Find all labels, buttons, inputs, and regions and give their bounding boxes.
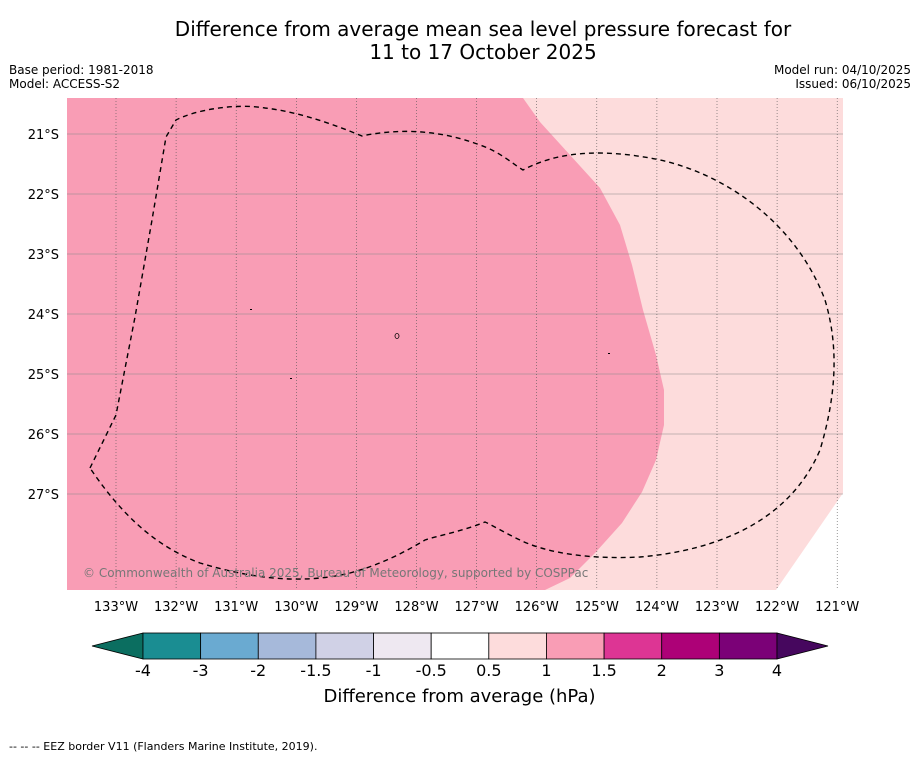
- title-line-1: Difference from average mean sea level p…: [174, 17, 792, 41]
- colorbar-segment: [661, 632, 720, 660]
- lon-label: 128°W: [394, 600, 438, 615]
- lat-label: 22°S: [28, 188, 59, 203]
- copyright-text: © Commonwealth of Australia 2025, Bureau…: [83, 566, 588, 580]
- colorbar-segment: [603, 632, 663, 660]
- colorbar-tick-label: 3: [714, 661, 724, 680]
- island: [290, 378, 292, 379]
- lon-label: 132°W: [154, 600, 198, 615]
- island: [394, 333, 400, 339]
- lat-label: 23°S: [28, 248, 59, 263]
- latitude-axis: 21°S 22°S 23°S 24°S 25°S 26°S 27°S: [28, 128, 59, 503]
- colorbar-tick-label: 4: [772, 661, 782, 680]
- colorbar-tick-label: -1.5: [300, 661, 331, 680]
- lat-label: 24°S: [28, 308, 59, 323]
- colorbar-ticks: -4 -3 -2 -1.5 -1 -0.5 0.5 1 1.5 2 3 4: [135, 661, 782, 680]
- colorbar-segment: [718, 632, 778, 660]
- colorbar-segment: [373, 632, 432, 660]
- colorbar-segment: [546, 632, 605, 660]
- colorbar-segment: [257, 632, 317, 660]
- anomaly-region-1-to-1-5: [67, 98, 664, 590]
- lon-label: 126°W: [515, 600, 559, 615]
- lon-label: 123°W: [695, 600, 739, 615]
- colorbar-tick-label: -0.5: [416, 661, 447, 680]
- lon-label: 130°W: [274, 600, 318, 615]
- lat-label: 26°S: [28, 428, 59, 443]
- colorbar-tick-label: -3: [193, 661, 209, 680]
- model-name: Model: ACCESS-S2: [9, 77, 121, 91]
- colorbar-tick-label: 1: [541, 661, 551, 680]
- colorbar-segment: [488, 632, 547, 660]
- colorbar-segment: [142, 632, 202, 660]
- gridlines: [67, 98, 843, 590]
- lon-label: 127°W: [455, 600, 499, 615]
- base-period: Base period: 1981-2018: [9, 63, 154, 77]
- colorbar-label: Difference from average (hPa): [323, 686, 596, 707]
- lon-label: 131°W: [214, 600, 258, 615]
- colorbar-segment: [315, 632, 374, 660]
- lon-label: 133°W: [94, 600, 138, 615]
- model-run: Model run: 04/10/2025: [773, 63, 911, 77]
- colorbar-high-extend: [776, 632, 829, 660]
- chart-title: Difference from average mean sea level p…: [0, 18, 919, 64]
- lon-label: 122°W: [755, 600, 799, 615]
- lat-label: 25°S: [28, 368, 59, 383]
- colorbar-low-extend: [91, 632, 144, 660]
- island: [250, 309, 252, 310]
- colorbar-tick-label: 0.5: [476, 661, 501, 680]
- colorbar-tick-label: 1.5: [591, 661, 616, 680]
- colorbar-tick-label: -4: [135, 661, 151, 680]
- colorbar-tick-label: 2: [657, 661, 667, 680]
- longitude-axis: 133°W 132°W 131°W 130°W 129°W 128°W 127°W 126°W…: [94, 600, 860, 615]
- lon-label: 129°W: [334, 600, 378, 615]
- meta-right: Model run: 04/10/2025 Issued: 06/10/2025: [774, 63, 911, 91]
- meta-left: Base period: 1981-2018 Model: ACCESS-S2: [9, 63, 154, 91]
- lon-label: 124°W: [635, 600, 679, 615]
- colorbar-segment: [200, 632, 259, 660]
- colorbar-segment: [430, 632, 490, 660]
- lon-label: 125°W: [575, 600, 619, 615]
- island: [608, 353, 610, 354]
- colorbar-tick-label: -1: [366, 661, 382, 680]
- issued-date: Issued: 06/10/2025: [795, 77, 911, 91]
- colorbar-tick-label: -2: [250, 661, 266, 680]
- lon-label: 121°W: [815, 600, 859, 615]
- eez-border: [89, 105, 835, 580]
- lat-label: 27°S: [28, 488, 59, 503]
- lat-label: 21°S: [28, 128, 59, 143]
- colorbar-segments: [142, 632, 778, 660]
- title-line-2: 11 to 17 October 2025: [369, 40, 597, 64]
- eez-legend: -- -- -- EEZ border V11 (Flanders Marine…: [9, 740, 318, 753]
- map: 21°S22°S23°S24°S25°S26°S27°S 133°W 132°W 1…: [28, 98, 860, 615]
